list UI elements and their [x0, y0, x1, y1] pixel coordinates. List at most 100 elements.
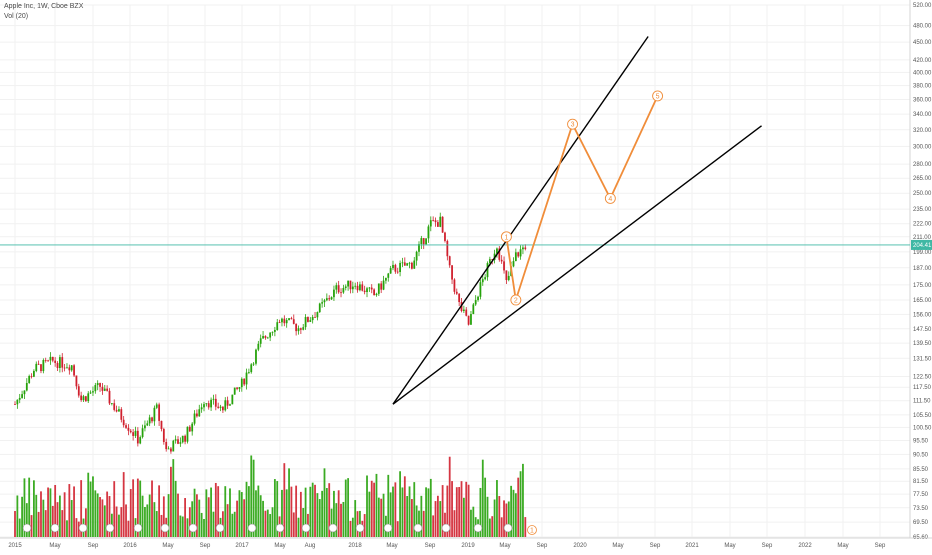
candle-body: [462, 309, 465, 311]
dividend-marker[interactable]: [441, 523, 451, 533]
volume-bar: [427, 488, 430, 537]
volume-bar: [479, 487, 482, 537]
volume-bar: [73, 486, 75, 537]
volume-bar: [77, 521, 80, 537]
y-tick-label: 235.00: [913, 207, 932, 213]
wave-point[interactable]: [567, 118, 578, 130]
volume-bar: [25, 503, 28, 537]
candle-body: [172, 440, 175, 452]
wave-path[interactable]: [505, 95, 659, 301]
candle-body: [259, 338, 262, 344]
candle-body: [519, 249, 522, 257]
volume-bar: [333, 490, 335, 537]
volume-bar: [28, 477, 31, 537]
volume-bar: [314, 484, 316, 537]
dividend-marker[interactable]: [247, 523, 257, 533]
candle-body: [434, 220, 437, 223]
volume-bar: [84, 508, 87, 537]
candle-body: [108, 390, 111, 404]
volume-bar: [144, 506, 146, 537]
candle-body: [297, 328, 300, 332]
volume-bar: [158, 485, 161, 537]
y-tick-label: 95.50: [913, 438, 929, 444]
dividend-marker[interactable]: [133, 523, 143, 533]
candle-body: [23, 390, 26, 395]
volume-marker[interactable]: [527, 525, 537, 535]
wave-label: 4: [608, 196, 612, 203]
candle-body: [488, 259, 491, 264]
dividend-marker[interactable]: [22, 523, 32, 533]
dividend-marker[interactable]: [78, 523, 88, 533]
candle-body: [193, 413, 196, 424]
candle-body: [455, 291, 458, 294]
candle-body: [203, 404, 205, 408]
volume-bar: [290, 486, 293, 537]
volume-bar: [127, 520, 130, 537]
volume-bar: [316, 493, 319, 537]
candle-body: [255, 349, 257, 364]
volume-bar: [318, 499, 321, 537]
candle-body: [415, 251, 418, 261]
volume-bar: [380, 498, 383, 537]
candle-body: [281, 318, 283, 323]
candle-body: [134, 430, 137, 436]
volume-bar: [153, 502, 156, 537]
dividend-marker[interactable]: [50, 523, 60, 533]
candle-body: [162, 429, 165, 443]
trendline[interactable]: [392, 125, 762, 405]
dividend-marker[interactable]: [215, 523, 225, 533]
volume-bar: [264, 510, 267, 537]
volume-bar: [465, 481, 468, 537]
candle-body: [458, 293, 461, 303]
candle-body: [127, 427, 130, 431]
candle-body: [368, 287, 371, 289]
y-tick-label: 156.00: [913, 312, 932, 318]
candle-body: [484, 277, 487, 280]
volume-bar: [118, 514, 120, 537]
wave-point[interactable]: [652, 90, 664, 102]
wave-point[interactable]: [510, 294, 522, 306]
candle-body: [408, 262, 411, 264]
candle-body: [325, 298, 328, 301]
volume-bar: [514, 493, 517, 537]
dividend-marker[interactable]: [275, 523, 285, 533]
candle-body: [236, 387, 238, 389]
volume-bar: [507, 501, 510, 537]
candle-body: [257, 343, 260, 350]
candle-body: [507, 275, 510, 281]
volume-bar: [47, 487, 49, 537]
candle-body: [283, 318, 286, 324]
candle-body: [118, 409, 120, 412]
candle-body: [103, 388, 106, 391]
dividend-marker[interactable]: [160, 523, 170, 533]
dividend-marker[interactable]: [301, 523, 311, 533]
legend-volume: Vol (20): [4, 13, 29, 20]
dividend-marker[interactable]: [413, 523, 423, 533]
wave-point[interactable]: [604, 192, 616, 204]
volume-bar: [255, 490, 257, 537]
dividend-marker[interactable]: [328, 523, 338, 533]
volume-bar: [129, 489, 132, 537]
volume-bar: [212, 511, 215, 537]
dividend-marker[interactable]: [355, 523, 365, 533]
y-tick-label: 211.00: [913, 235, 932, 241]
volume-bar: [99, 497, 101, 537]
y-tick-label: 139.50: [913, 341, 932, 347]
wave-point[interactable]: [500, 231, 512, 243]
dividend-marker[interactable]: [105, 523, 115, 533]
y-tick-label: 105.50: [913, 413, 932, 419]
volume-bar: [460, 481, 463, 537]
dividend-marker[interactable]: [188, 523, 198, 533]
candle-body: [420, 238, 423, 245]
candle-body: [474, 300, 477, 305]
candle-body: [35, 363, 38, 371]
dividend-marker[interactable]: [473, 523, 483, 533]
candle-body: [210, 399, 212, 408]
candle-body: [158, 404, 161, 421]
volume-bar: [519, 471, 522, 537]
dividend-marker[interactable]: [383, 523, 393, 533]
trendline[interactable]: [392, 36, 649, 405]
candle-body: [307, 317, 309, 322]
dividend-marker[interactable]: [503, 523, 513, 533]
